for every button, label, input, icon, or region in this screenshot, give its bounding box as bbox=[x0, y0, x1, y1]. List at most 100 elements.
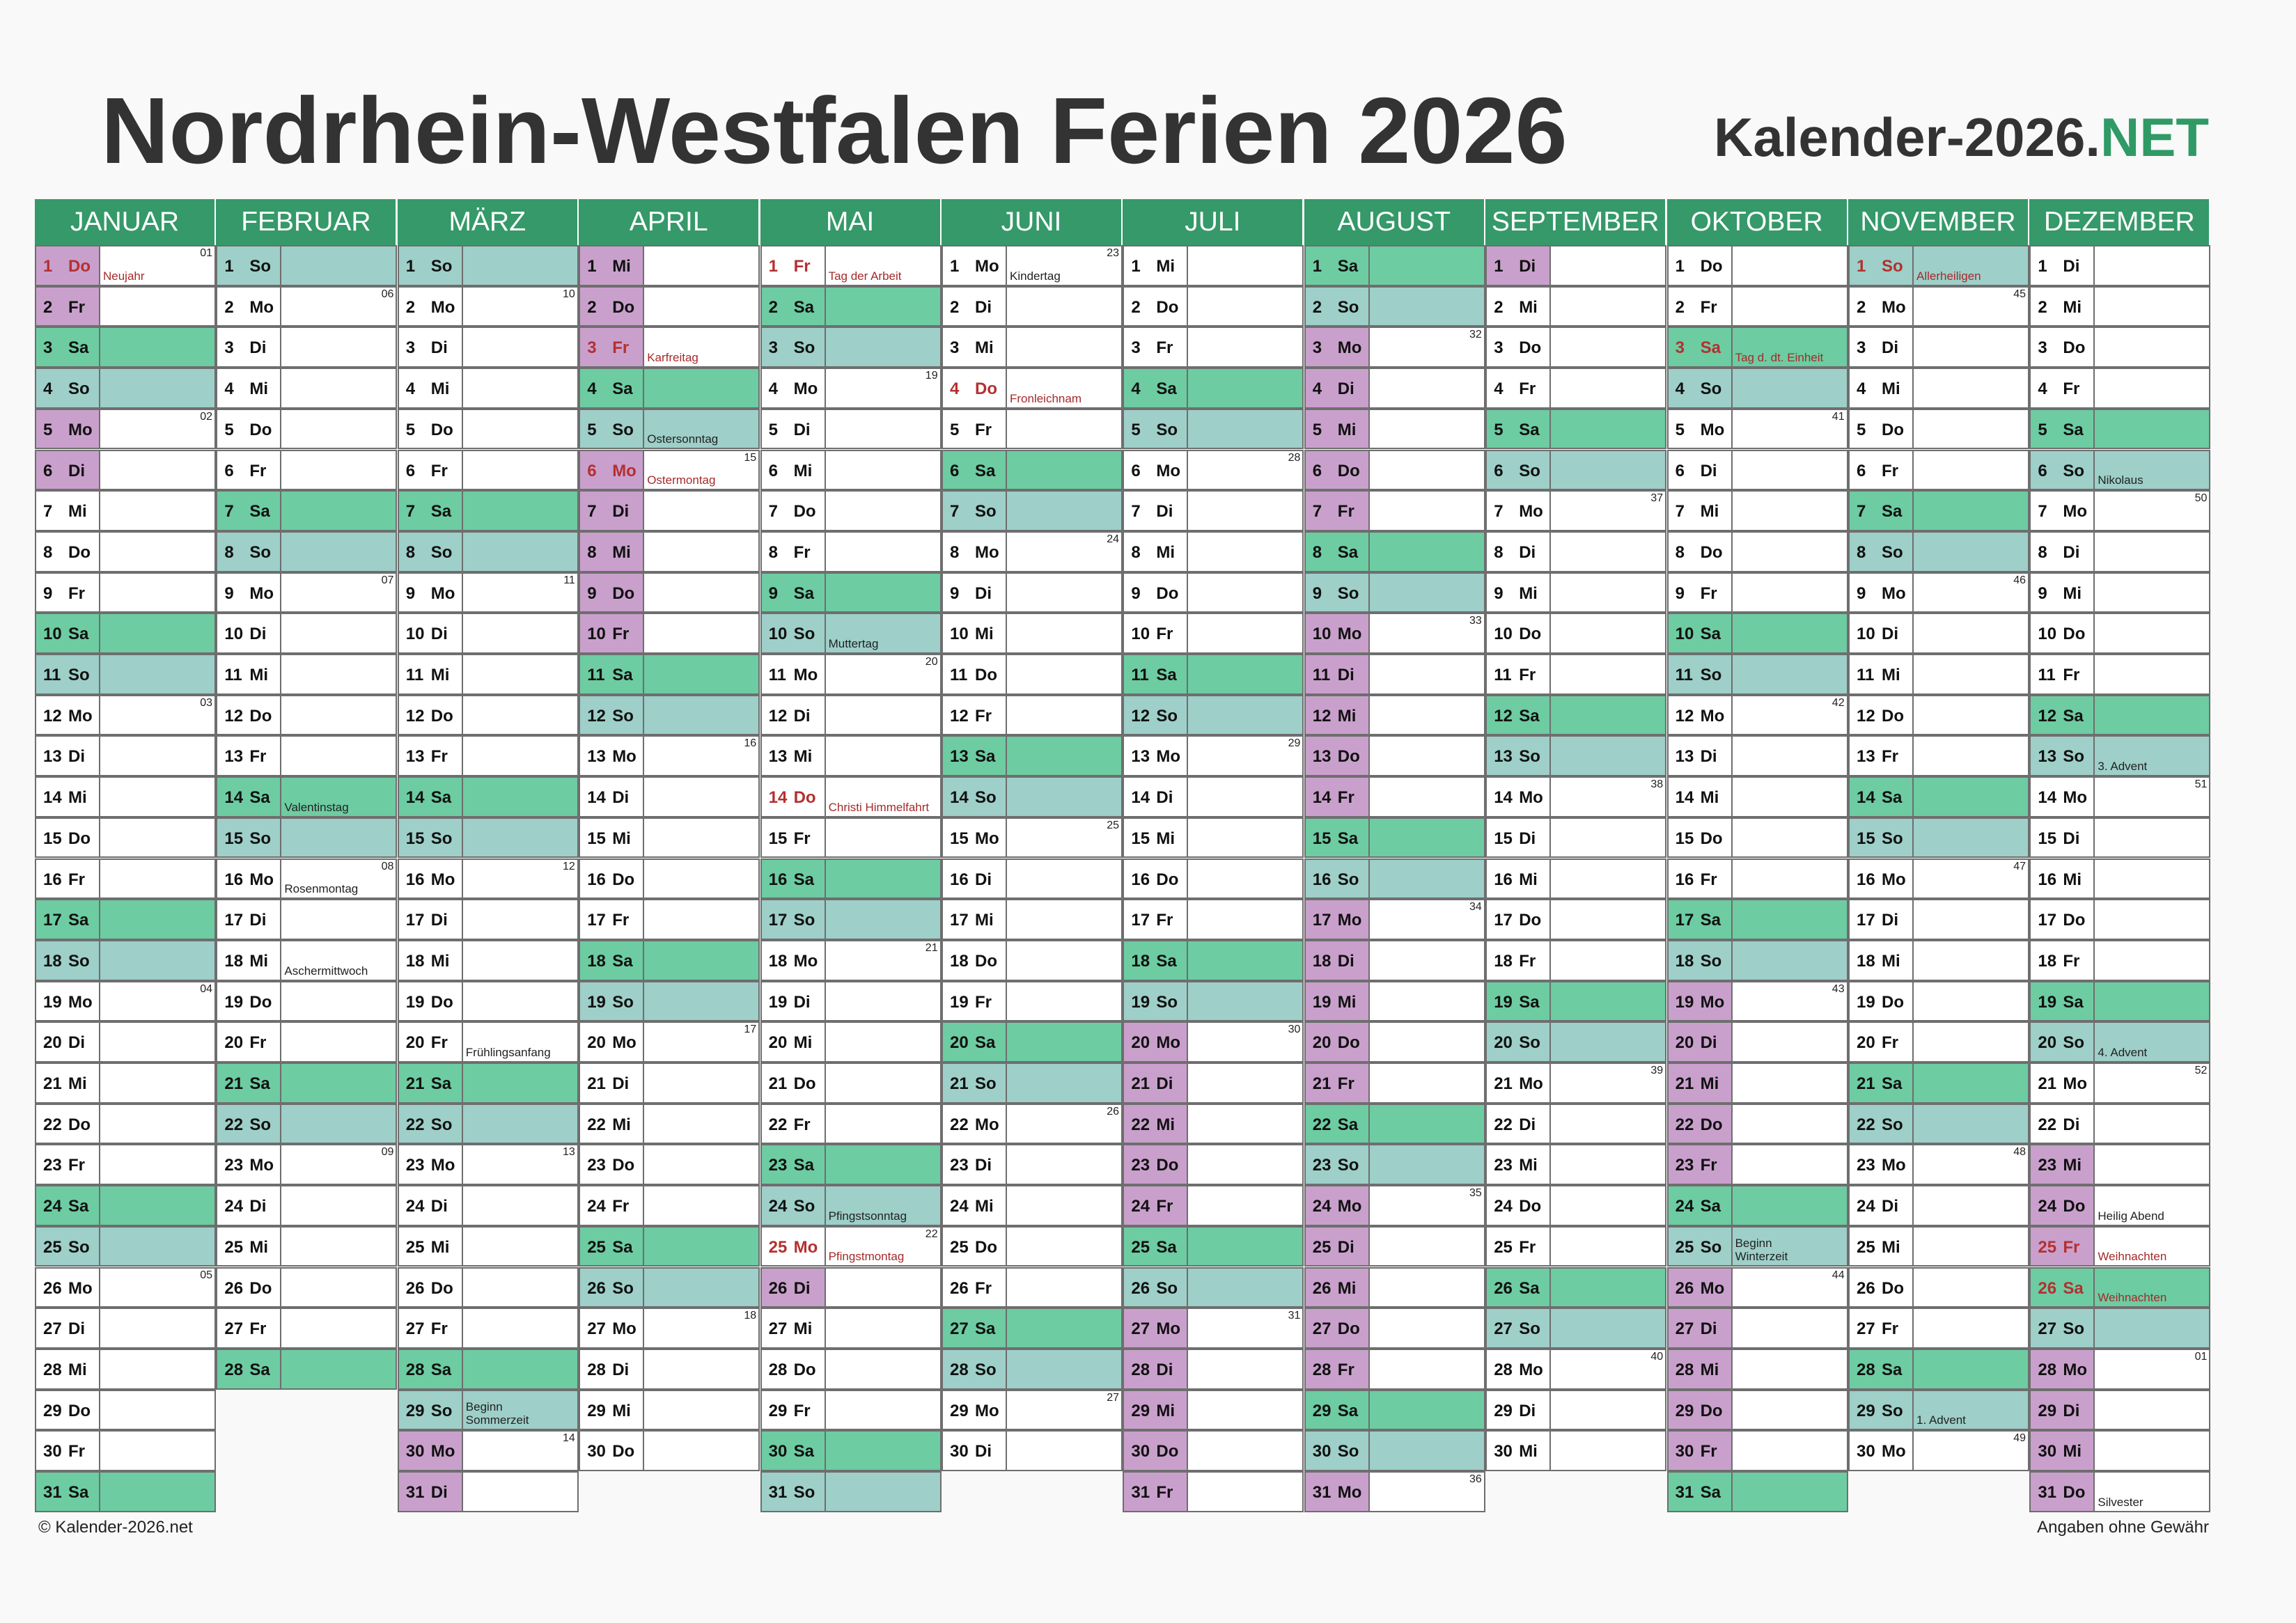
day-number: 7 bbox=[224, 502, 234, 522]
day-row: 3 Di bbox=[1848, 327, 2029, 368]
date-cell: 5 So bbox=[580, 409, 643, 448]
date-cell: 18 Mi bbox=[217, 941, 280, 980]
date-cell: 1 Do bbox=[1669, 246, 1731, 285]
day-row: 4 Sa bbox=[1123, 368, 1304, 409]
weekday-label: Mi bbox=[2063, 583, 2082, 603]
note-cell bbox=[1912, 409, 2028, 448]
day-row: 2 Fr bbox=[35, 285, 216, 327]
note-cell: 24 bbox=[1006, 532, 1121, 571]
weekday-label: Di bbox=[2063, 829, 2080, 848]
date-cell: 10 Di bbox=[1850, 614, 1912, 652]
day-row: 9 Fr bbox=[1666, 572, 1848, 613]
day-note: Rosenmontag bbox=[284, 882, 359, 896]
day-row: 20 Mo 30 bbox=[1123, 1021, 1304, 1063]
date-cell: 28 Di bbox=[1124, 1349, 1187, 1388]
day-number: 25 bbox=[43, 1237, 62, 1257]
day-row: 8 Sa bbox=[1304, 531, 1485, 572]
note-cell bbox=[1549, 1104, 1665, 1143]
note-cell bbox=[461, 655, 577, 693]
day-number: 20 bbox=[950, 1033, 969, 1053]
weekday-label: So bbox=[975, 502, 997, 522]
weekday-label: Di bbox=[1519, 1115, 1536, 1134]
day-row: 24 Sa bbox=[35, 1185, 216, 1226]
weekday-label: Mi bbox=[249, 951, 269, 971]
note-cell bbox=[1006, 328, 1121, 367]
day-row: 15 Mi bbox=[1123, 817, 1304, 858]
note-cell bbox=[99, 1309, 214, 1347]
weekday-label: Sa bbox=[430, 502, 452, 522]
date-cell: 14 Mo bbox=[2031, 778, 2093, 816]
day-row: 20 Fr Frühlingsanfang bbox=[397, 1021, 579, 1063]
day-row: 1 Do Neujahr 01 bbox=[35, 245, 216, 286]
weekday-label: Di bbox=[1156, 1360, 1173, 1379]
day-number: 15 bbox=[1857, 829, 1875, 848]
day-row: 19 So bbox=[1123, 980, 1304, 1022]
day-row: 27 So bbox=[1485, 1308, 1667, 1349]
weekday-label: Fr bbox=[1700, 870, 1717, 889]
weekday-label: Di bbox=[975, 1156, 992, 1175]
weekday-label: Di bbox=[1519, 542, 1536, 562]
date-cell: 2 Sa bbox=[761, 287, 825, 326]
day-row: 22 Di bbox=[2029, 1103, 2211, 1145]
date-cell: 20 Do bbox=[1305, 1023, 1368, 1061]
day-row: 21 So bbox=[942, 1063, 1123, 1104]
note-cell bbox=[2093, 982, 2210, 1021]
day-number: 27 bbox=[2038, 1319, 2057, 1339]
day-number: 5 bbox=[587, 420, 597, 439]
weekday-label: Fr bbox=[1519, 666, 1536, 684]
weekday-label: Sa bbox=[249, 1074, 270, 1093]
date-cell: 18 So bbox=[1668, 941, 1731, 980]
note-cell bbox=[1549, 409, 1666, 448]
week-number: 12 bbox=[563, 860, 575, 872]
weekday-label: Di bbox=[1882, 625, 1898, 644]
note-cell bbox=[99, 1186, 214, 1225]
day-row: 26 Do bbox=[1848, 1267, 2029, 1308]
day-row: 2 Mo 06 bbox=[216, 285, 398, 327]
day-row: 9 So bbox=[1304, 572, 1485, 613]
weekday-label: So bbox=[68, 666, 90, 684]
day-row: 28 Mi bbox=[35, 1348, 216, 1390]
day-number: 9 bbox=[1675, 583, 1685, 603]
weekday-label: Mi bbox=[1337, 420, 1357, 439]
day-row: 6 Di bbox=[1666, 449, 1848, 491]
note-cell: Aschermittwoch bbox=[280, 941, 396, 980]
day-row: 31 Do Silvester bbox=[2029, 1471, 2211, 1512]
note-cell bbox=[280, 614, 396, 652]
date-cell: 1 So bbox=[1850, 246, 1912, 285]
note-cell bbox=[643, 1186, 758, 1225]
day-number: 2 bbox=[1857, 297, 1866, 317]
day-number: 23 bbox=[1494, 1156, 1513, 1175]
day-row: 12 Mo 03 bbox=[35, 694, 216, 736]
day-number: 7 bbox=[768, 502, 778, 522]
weekday-label: So bbox=[1700, 1237, 1722, 1257]
day-row: 25 Sa bbox=[579, 1225, 760, 1267]
date-cell: 26 So bbox=[580, 1268, 643, 1307]
weekday-label: Fr bbox=[1882, 747, 1898, 767]
note-cell bbox=[1368, 859, 1484, 898]
note-cell bbox=[824, 818, 940, 857]
weekday-label: Di bbox=[1519, 257, 1536, 276]
day-row: 6 Fr bbox=[216, 449, 398, 491]
date-cell: 13 So bbox=[2031, 737, 2094, 776]
note-cell bbox=[99, 900, 214, 939]
day-number: 15 bbox=[224, 829, 244, 848]
weekday-label: Di bbox=[1519, 1401, 1536, 1420]
day-row: 4 So bbox=[35, 368, 216, 409]
day-number: 29 bbox=[405, 1401, 425, 1420]
day-row: 4 So bbox=[1666, 368, 1848, 409]
day-row: 20 So bbox=[1485, 1021, 1667, 1063]
date-cell: 24 Fr bbox=[1124, 1186, 1187, 1225]
note-cell bbox=[1187, 982, 1303, 1021]
day-number: 23 bbox=[587, 1156, 606, 1175]
weekday-label: Di bbox=[430, 625, 448, 644]
weekday-label: Sa bbox=[430, 1074, 452, 1093]
date-cell: 13 Mo bbox=[1124, 737, 1187, 775]
note-cell: 19 bbox=[824, 369, 940, 407]
day-number: 22 bbox=[1675, 1115, 1694, 1134]
day-note: Ostersonntag bbox=[647, 432, 719, 446]
day-row: 27 Di bbox=[35, 1308, 216, 1349]
day-number: 22 bbox=[950, 1115, 969, 1134]
day-number: 24 bbox=[587, 1197, 606, 1216]
day-number: 30 bbox=[950, 1442, 969, 1461]
note-cell: Kindertag 23 bbox=[1006, 246, 1121, 285]
